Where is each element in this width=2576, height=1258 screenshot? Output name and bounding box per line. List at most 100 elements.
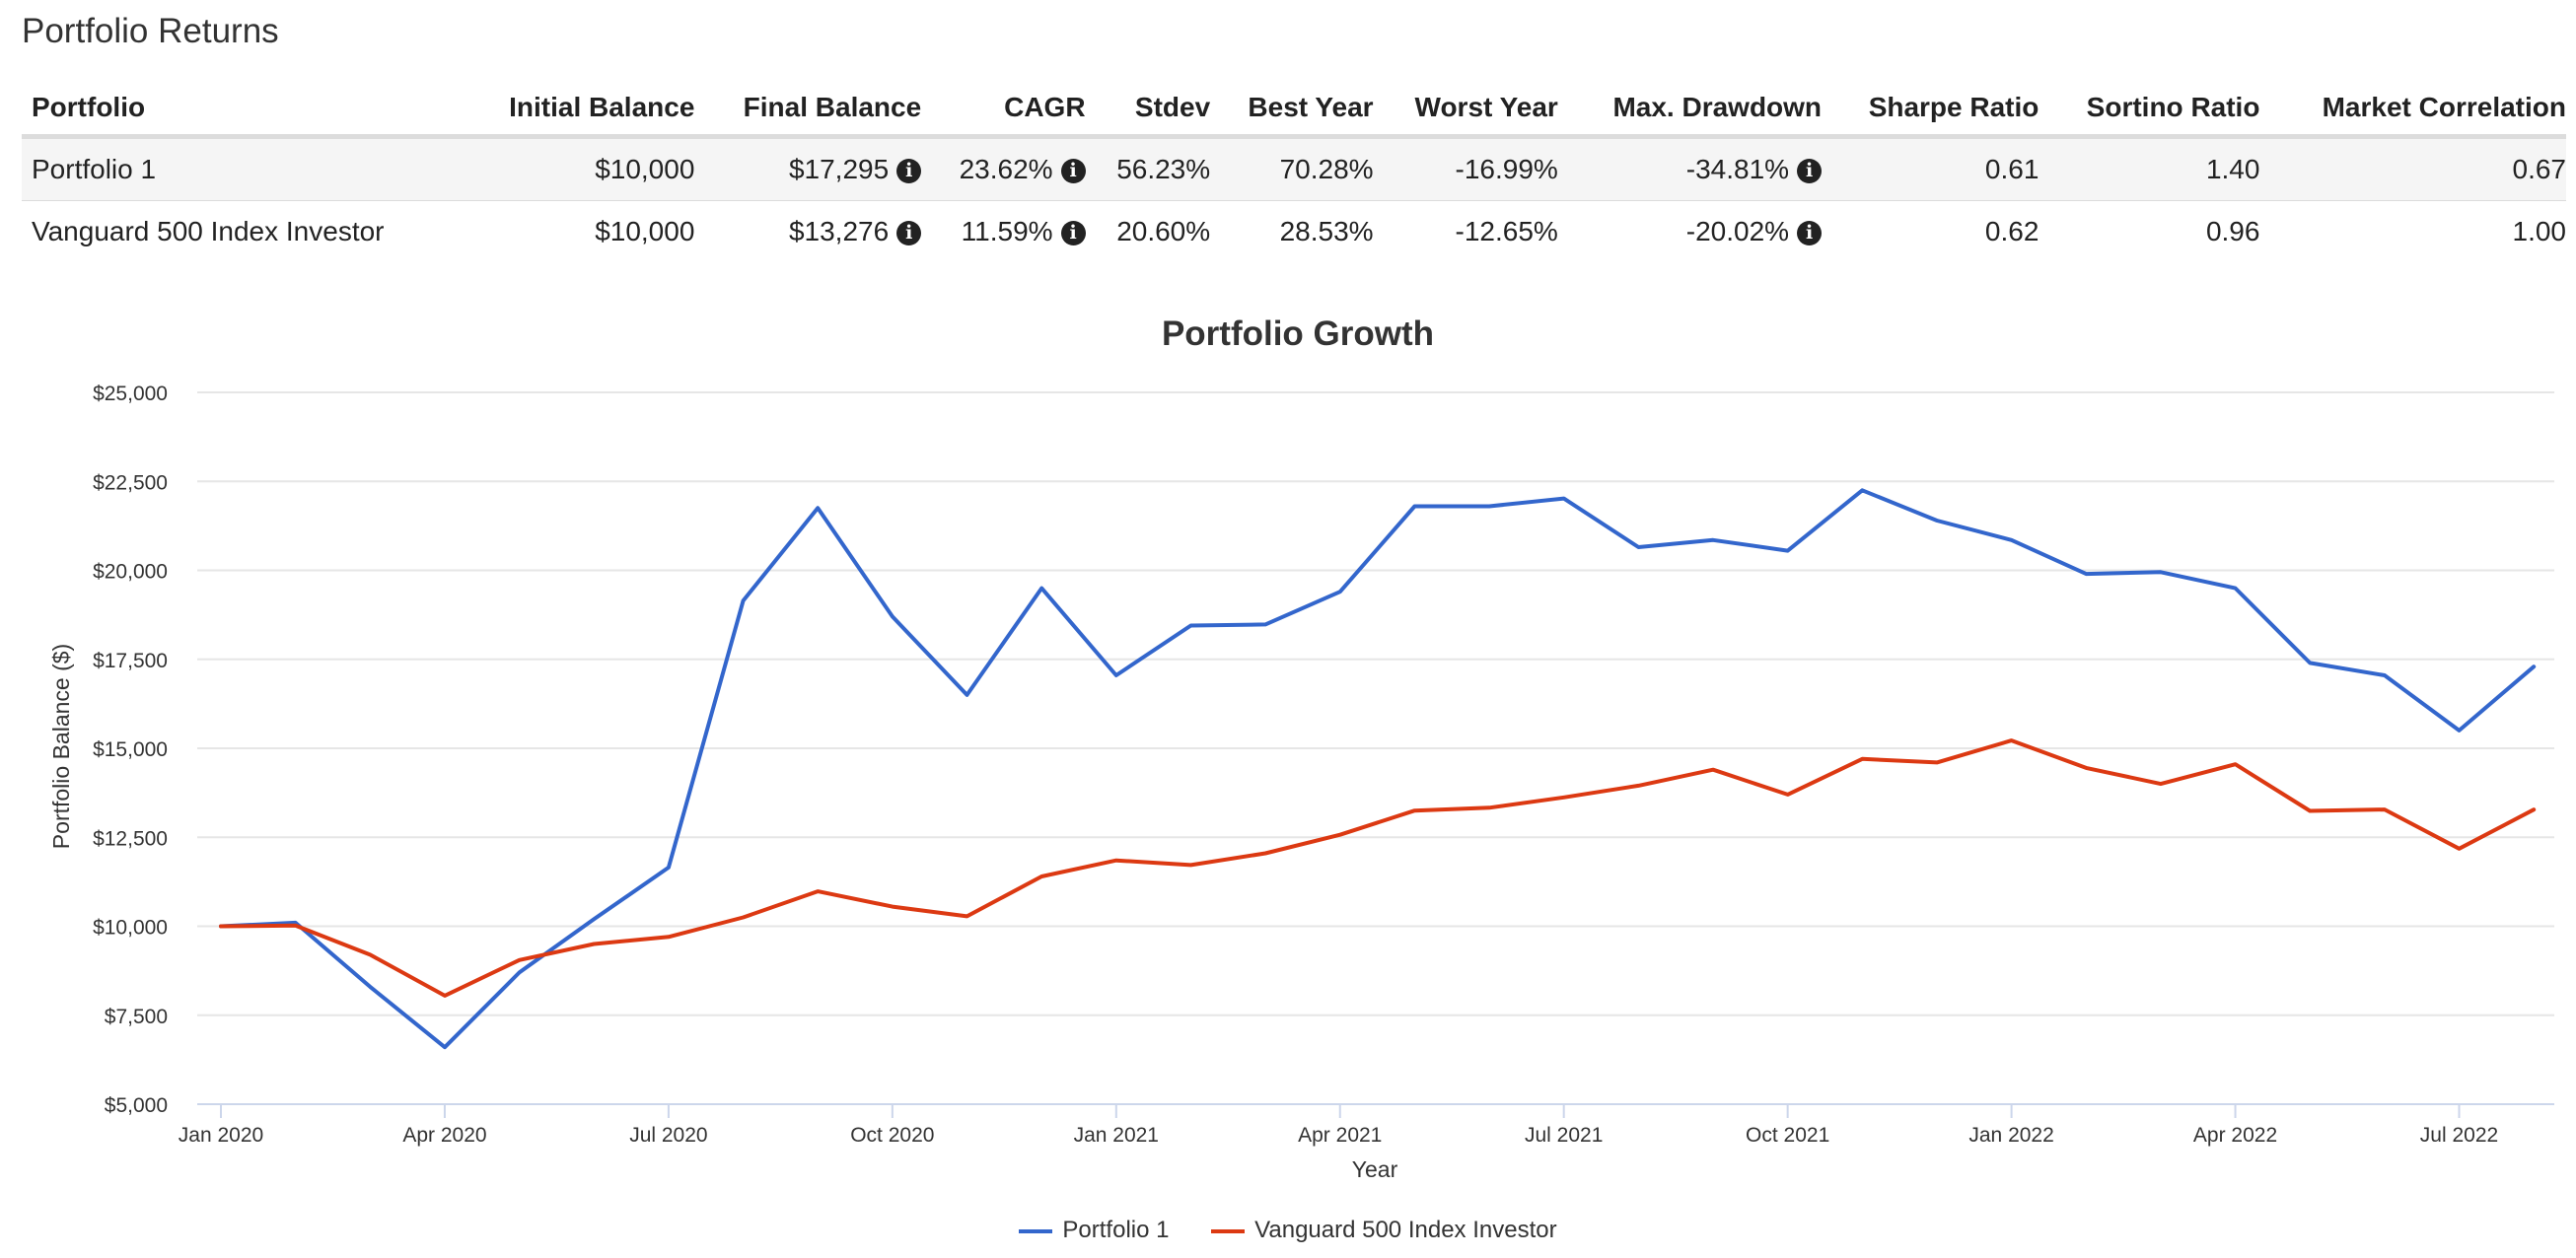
data-point-portfolio-1[interactable] xyxy=(1334,586,1346,597)
x-tick-label: Jul 2022 xyxy=(2420,1124,2498,1147)
data-point-portfolio-1[interactable] xyxy=(1408,501,1420,513)
data-point-portfolio-1[interactable] xyxy=(1110,669,1122,681)
data-point-vanguard-500[interactable] xyxy=(1259,847,1271,859)
y-tick-label: $20,000 xyxy=(93,561,168,584)
x-tick-label: Oct 2021 xyxy=(1746,1124,1829,1147)
data-point-vanguard-500[interactable] xyxy=(588,939,600,950)
data-point-portfolio-1[interactable] xyxy=(663,862,675,874)
data-point-vanguard-500[interactable] xyxy=(1856,753,1868,765)
data-point-vanguard-500[interactable] xyxy=(1931,756,1943,768)
y-tick-label: $22,500 xyxy=(93,471,168,494)
data-point-vanguard-500[interactable] xyxy=(1110,855,1122,867)
x-axis-title: Year xyxy=(1352,1156,1398,1182)
cell-sortino-ratio: 0.96 xyxy=(2205,216,2260,246)
data-point-portfolio-1[interactable] xyxy=(2379,669,2391,681)
column-header-worst-year: Worst Year xyxy=(1373,81,1558,139)
data-point-vanguard-500[interactable] xyxy=(290,920,302,932)
data-point-vanguard-500[interactable] xyxy=(2155,778,2167,790)
legend-label: Vanguard 500 Index Investor xyxy=(1254,1217,1557,1243)
data-point-portfolio-1[interactable] xyxy=(1483,501,1495,513)
data-point-portfolio-1[interactable] xyxy=(962,689,973,701)
data-point-portfolio-1[interactable] xyxy=(2080,568,2092,580)
y-tick-label: $7,500 xyxy=(105,1006,168,1028)
data-point-portfolio-1[interactable] xyxy=(514,966,526,978)
legend-item-vanguard-500[interactable]: Vanguard 500 Index Investor xyxy=(1211,1217,1557,1244)
data-point-vanguard-500[interactable] xyxy=(215,921,227,933)
legend-label: Portfolio 1 xyxy=(1062,1217,1170,1243)
data-point-portfolio-1[interactable] xyxy=(812,502,823,514)
y-tick-label: $5,000 xyxy=(105,1094,168,1117)
info-icon[interactable]: i xyxy=(1797,221,1823,245)
data-point-portfolio-1[interactable] xyxy=(1856,484,1868,496)
data-point-portfolio-1[interactable] xyxy=(2006,534,2018,546)
data-point-vanguard-500[interactable] xyxy=(2230,758,2242,770)
legend-swatch-portfolio-1 xyxy=(1019,1228,1053,1233)
info-icon[interactable]: i xyxy=(896,159,922,183)
cell-best-year: 70.28% xyxy=(1210,136,1374,201)
table-row: Vanguard 500 Index Investor $10,000 $13,… xyxy=(22,201,2566,263)
cell-stdev: 56.23% xyxy=(1085,136,1211,201)
data-point-vanguard-500[interactable] xyxy=(1036,871,1047,882)
data-point-vanguard-500[interactable] xyxy=(812,885,823,897)
x-tick-label: Jan 2021 xyxy=(1074,1124,1159,1147)
data-point-vanguard-500[interactable] xyxy=(1483,802,1495,813)
data-point-vanguard-500[interactable] xyxy=(1707,764,1719,776)
series-line-portfolio-1[interactable] xyxy=(219,488,2537,1050)
data-point-portfolio-1[interactable] xyxy=(1931,515,1943,526)
data-point-vanguard-500[interactable] xyxy=(1632,780,1644,792)
data-point-portfolio-1[interactable] xyxy=(1632,541,1644,553)
data-point-vanguard-500[interactable] xyxy=(738,911,750,923)
data-point-vanguard-500[interactable] xyxy=(2454,843,2466,855)
data-point-portfolio-1[interactable] xyxy=(588,913,600,925)
data-point-vanguard-500[interactable] xyxy=(364,948,376,960)
info-icon[interactable]: i xyxy=(1060,159,1086,183)
data-point-vanguard-500[interactable] xyxy=(663,931,675,943)
data-point-portfolio-1[interactable] xyxy=(2230,583,2242,594)
info-icon[interactable]: i xyxy=(1060,221,1086,245)
y-tick-label: $15,000 xyxy=(93,738,168,761)
final-balance-value: $17,295 xyxy=(788,154,890,184)
data-point-vanguard-500[interactable] xyxy=(962,910,973,922)
data-point-vanguard-500[interactable] xyxy=(1408,804,1420,816)
data-point-portfolio-1[interactable] xyxy=(2155,566,2167,578)
data-point-vanguard-500[interactable] xyxy=(1782,789,1794,801)
data-point-portfolio-1[interactable] xyxy=(738,594,750,606)
data-point-portfolio-1[interactable] xyxy=(1036,583,1047,594)
data-point-vanguard-500[interactable] xyxy=(2304,805,2316,817)
x-tick-label: Jul 2021 xyxy=(1525,1124,1603,1147)
data-point-vanguard-500[interactable] xyxy=(2080,762,2092,774)
data-point-vanguard-500[interactable] xyxy=(439,990,451,1002)
data-point-vanguard-500[interactable] xyxy=(1334,829,1346,841)
data-point-vanguard-500[interactable] xyxy=(2528,804,2540,815)
cell-worst-year: -12.65% xyxy=(1455,216,1558,246)
data-point-vanguard-500[interactable] xyxy=(1184,859,1196,871)
table-row: Portfolio 1 $10,000 $17,295 i 23.62% i 56.… xyxy=(22,136,2566,201)
data-point-portfolio-1[interactable] xyxy=(1184,619,1196,631)
legend-item-portfolio-1[interactable]: Portfolio 1 xyxy=(1019,1217,1169,1244)
data-point-portfolio-1[interactable] xyxy=(887,610,898,622)
cell-max-drawdown: -20.02% i xyxy=(1558,201,1823,263)
data-point-portfolio-1[interactable] xyxy=(364,981,376,993)
data-point-portfolio-1[interactable] xyxy=(439,1041,451,1053)
section-title: Portfolio Returns xyxy=(22,12,279,50)
data-point-portfolio-1[interactable] xyxy=(1259,618,1271,630)
cell-cagr: 23.62% i xyxy=(921,136,1086,201)
data-point-vanguard-500[interactable] xyxy=(1558,792,1570,804)
data-point-portfolio-1[interactable] xyxy=(1707,534,1719,546)
data-point-portfolio-1[interactable] xyxy=(1558,493,1570,505)
data-point-portfolio-1[interactable] xyxy=(2528,661,2540,672)
data-point-vanguard-500[interactable] xyxy=(887,901,898,913)
series-line-vanguard-500[interactable] xyxy=(219,738,2537,998)
info-icon[interactable]: i xyxy=(1797,159,1823,183)
column-header-cagr: CAGR xyxy=(921,81,1086,139)
cell-market-correlation: 0.67 xyxy=(2259,136,2566,201)
data-point-portfolio-1[interactable] xyxy=(2304,657,2316,668)
x-tick-label: Jan 2022 xyxy=(1968,1124,2053,1147)
data-point-vanguard-500[interactable] xyxy=(2006,734,2018,746)
info-icon[interactable]: i xyxy=(896,221,922,245)
data-point-vanguard-500[interactable] xyxy=(2379,804,2391,815)
column-header-max-drawdown: Max. Drawdown xyxy=(1557,81,1823,139)
data-point-vanguard-500[interactable] xyxy=(514,954,526,966)
data-point-portfolio-1[interactable] xyxy=(1782,545,1794,557)
data-point-portfolio-1[interactable] xyxy=(2454,725,2466,736)
